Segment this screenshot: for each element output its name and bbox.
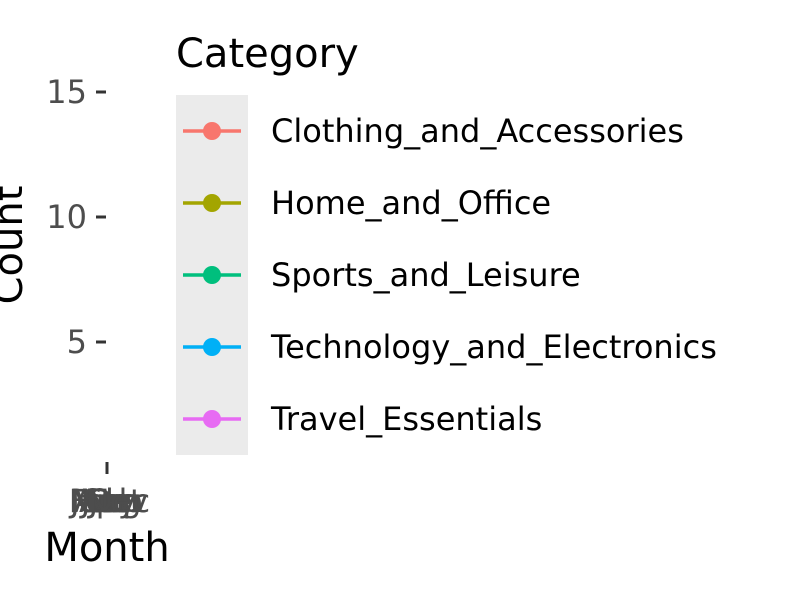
legend-title: Category xyxy=(176,31,359,77)
legend-point xyxy=(203,410,221,428)
x-tick-label: Jun xyxy=(79,482,131,520)
legend-item: Home_and_Office xyxy=(183,184,551,222)
y-tick-label: 10 xyxy=(46,198,87,236)
y-tick-label: 15 xyxy=(46,73,87,111)
legend-item: Technology_and_Electronics xyxy=(183,328,717,366)
legend-point xyxy=(203,122,221,140)
legend-label: Travel_Essentials xyxy=(270,400,542,438)
legend: Category Clothing_and_Accessories Home_an… xyxy=(176,31,717,455)
legend-point xyxy=(203,338,221,356)
legend-label: Sports_and_Leisure xyxy=(271,256,581,294)
legend-label: Technology_and_Electronics xyxy=(270,328,717,366)
x-tick-label: Aug xyxy=(79,482,141,520)
legend-label: Home_and_Office xyxy=(271,184,551,222)
legend-label: Clothing_and_Accessories xyxy=(271,112,684,150)
x-tick-label: Dec xyxy=(88,482,150,520)
y-tick-label: 5 xyxy=(67,323,87,361)
x-axis-title: Month xyxy=(44,525,169,571)
x-tick-label: Jul xyxy=(87,482,128,520)
x-tick-label: Sep xyxy=(82,482,142,520)
x-tick-label: Nov xyxy=(86,482,148,520)
legend-item: Travel_Essentials xyxy=(183,400,542,438)
y-axis: 5 10 15 xyxy=(46,73,106,361)
x-tick-label: Feb xyxy=(69,482,126,520)
x-tick-label: Apr xyxy=(74,482,130,520)
legend-point xyxy=(203,266,221,284)
x-tick-label: Mar xyxy=(69,482,130,520)
legend-item: Clothing_and_Accessories xyxy=(183,112,684,150)
x-tick-label: May xyxy=(71,482,137,520)
x-tick-label: Oct xyxy=(87,482,142,520)
x-tick-label: Jan xyxy=(68,482,119,520)
legend-item: Sports_and_Leisure xyxy=(183,256,581,294)
legend-point xyxy=(203,194,221,212)
y-axis-title: Count xyxy=(0,186,32,305)
